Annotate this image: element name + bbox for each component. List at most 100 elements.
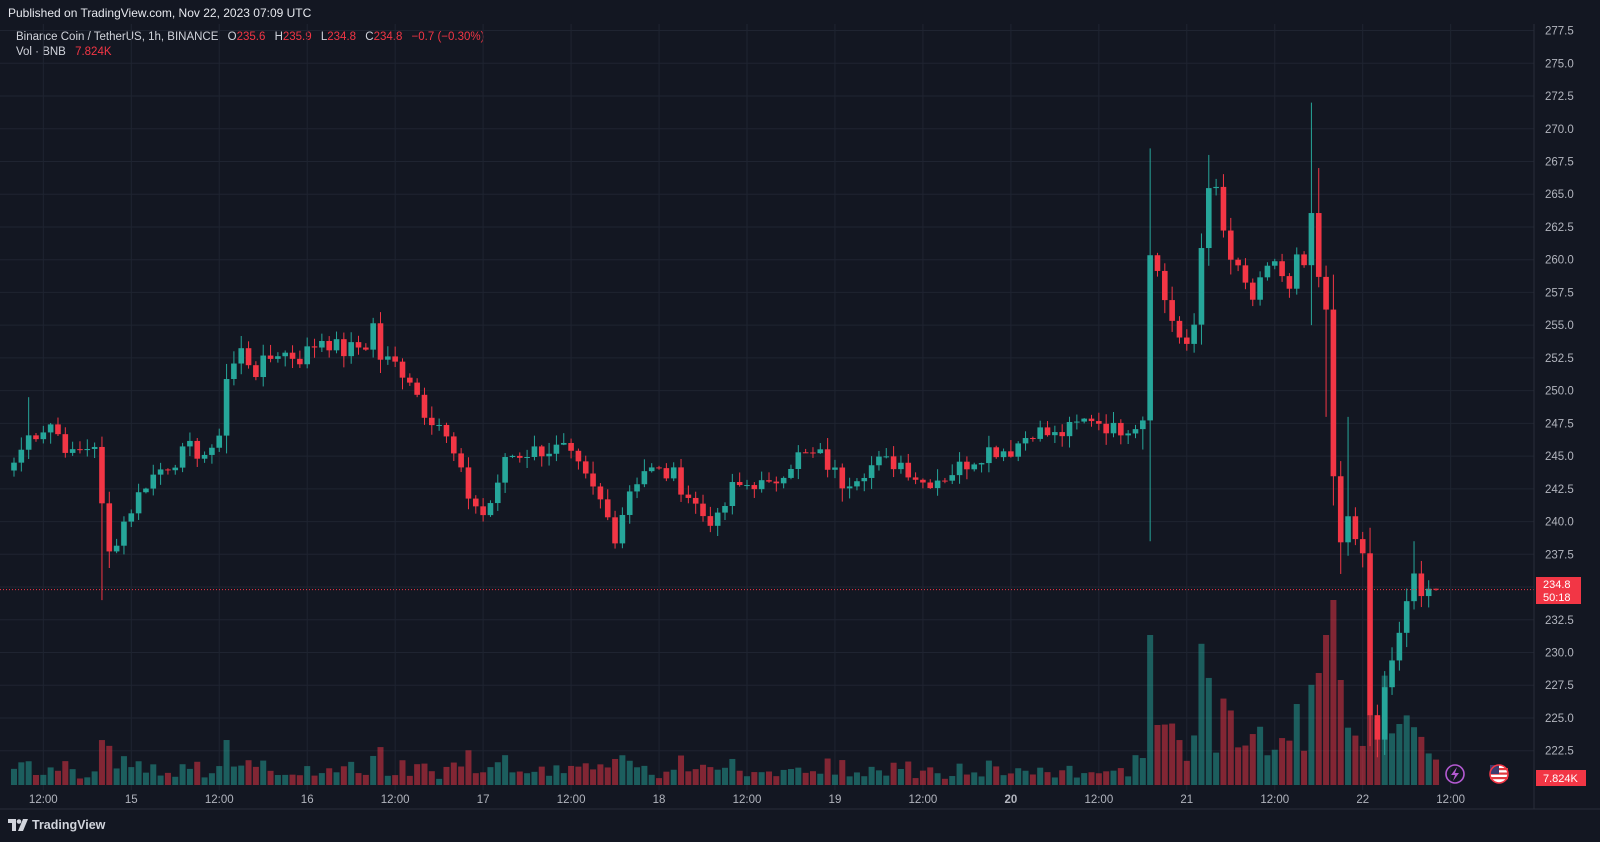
candle-up xyxy=(1205,154,1212,266)
volume-bar xyxy=(516,771,523,785)
volume-bar xyxy=(450,762,457,785)
volume-bar xyxy=(69,769,76,785)
volume-bar xyxy=(553,765,560,785)
candle-down xyxy=(1176,316,1183,344)
candle-down xyxy=(700,494,706,522)
time-tick-label: 16 xyxy=(301,794,314,806)
candle-up xyxy=(333,331,340,354)
volume-bar xyxy=(1242,745,1249,785)
candle-down xyxy=(480,498,486,522)
candle-up xyxy=(795,445,802,480)
tradingview-logo[interactable]: TradingView xyxy=(8,818,105,832)
candle-up xyxy=(531,435,538,461)
candle-down xyxy=(472,495,479,514)
candle-up xyxy=(744,479,750,490)
candle-up xyxy=(956,452,963,484)
volume-bar xyxy=(1132,755,1139,785)
candle-up xyxy=(238,335,245,375)
candle-up xyxy=(524,449,530,468)
candle-up xyxy=(187,432,193,457)
price-tag-value: 234.8 xyxy=(1543,579,1571,591)
chart-grid xyxy=(0,24,1534,790)
price-tick-label: 227.5 xyxy=(1545,680,1574,692)
volume-bar xyxy=(927,767,934,785)
volume-bar xyxy=(575,766,582,785)
volume-bar xyxy=(641,765,648,785)
candle-down xyxy=(1367,527,1373,747)
high-label: H xyxy=(274,31,283,43)
candle-up xyxy=(1308,102,1315,326)
lightning-icon[interactable] xyxy=(1445,764,1465,784)
candle-down xyxy=(751,482,758,498)
volume-tag-value: 7.824K xyxy=(1543,773,1579,785)
volume-bar xyxy=(1227,710,1234,785)
volume-bar xyxy=(1022,770,1029,785)
volume-bar xyxy=(472,773,479,785)
candle-down xyxy=(458,448,464,473)
price-tick-label: 250.0 xyxy=(1545,386,1574,398)
candle-down xyxy=(1227,217,1234,275)
volume-bar xyxy=(1198,643,1205,785)
price-tick-label: 252.5 xyxy=(1545,353,1574,365)
candle-up xyxy=(714,507,721,536)
volume-bar xyxy=(11,768,17,785)
candle-down xyxy=(245,341,252,369)
candle-down xyxy=(1249,278,1256,307)
volume-bar xyxy=(113,768,120,785)
candle-down xyxy=(942,477,948,484)
candle-down xyxy=(964,456,970,480)
volume-bar xyxy=(509,772,516,785)
volume-bar xyxy=(84,777,91,785)
volume-bar xyxy=(348,761,355,785)
candle-up xyxy=(788,464,794,480)
volume-bar xyxy=(809,771,816,785)
candle-up xyxy=(1425,580,1432,608)
candle-down xyxy=(1220,174,1227,238)
candle-up xyxy=(949,464,956,485)
candle-down xyxy=(568,438,574,459)
candle-up xyxy=(854,478,860,491)
candle-down xyxy=(465,457,472,510)
volume-bar xyxy=(1433,759,1440,785)
candle-up xyxy=(758,471,765,493)
open-label: O xyxy=(227,31,237,43)
volume-legend[interactable]: Vol · BNB 7.824K xyxy=(16,46,112,58)
candle-up xyxy=(868,456,875,489)
volume-bar xyxy=(1059,770,1066,785)
price-tick-label: 232.5 xyxy=(1545,615,1574,627)
candle-up xyxy=(209,444,215,464)
volume-bar xyxy=(1015,768,1022,785)
candle-down xyxy=(905,453,912,481)
candle-up xyxy=(978,462,985,473)
volume-bar xyxy=(1337,680,1344,785)
volume-bar xyxy=(1154,725,1161,785)
volume-bar xyxy=(934,773,941,785)
volume-bar xyxy=(436,778,443,785)
candle-up xyxy=(670,462,677,482)
volume-bar xyxy=(1235,747,1242,785)
candle-down xyxy=(1352,507,1359,546)
volume-bar xyxy=(582,763,589,785)
volume-bar xyxy=(560,773,567,785)
candle-down xyxy=(538,444,545,467)
candle-down xyxy=(1433,588,1439,591)
volume-bar xyxy=(751,772,758,785)
volume-bar xyxy=(831,774,838,785)
candle-up xyxy=(641,459,648,488)
volume-bar xyxy=(678,755,685,785)
time-tick-label: 21 xyxy=(1180,794,1193,806)
volume-bar xyxy=(773,776,780,785)
volume-bar xyxy=(1271,749,1278,785)
volume-bar xyxy=(1037,767,1044,785)
volume-bar xyxy=(905,761,912,785)
volume-bar xyxy=(91,771,98,785)
volume-bar xyxy=(238,765,245,785)
volume-bar xyxy=(1029,774,1036,785)
candle-down xyxy=(165,468,171,475)
volume-bar xyxy=(245,760,252,785)
volume-bar xyxy=(1000,775,1007,785)
volume-bar xyxy=(985,760,992,785)
us-flag-icon[interactable] xyxy=(1489,764,1509,784)
volume-bar xyxy=(384,775,391,785)
